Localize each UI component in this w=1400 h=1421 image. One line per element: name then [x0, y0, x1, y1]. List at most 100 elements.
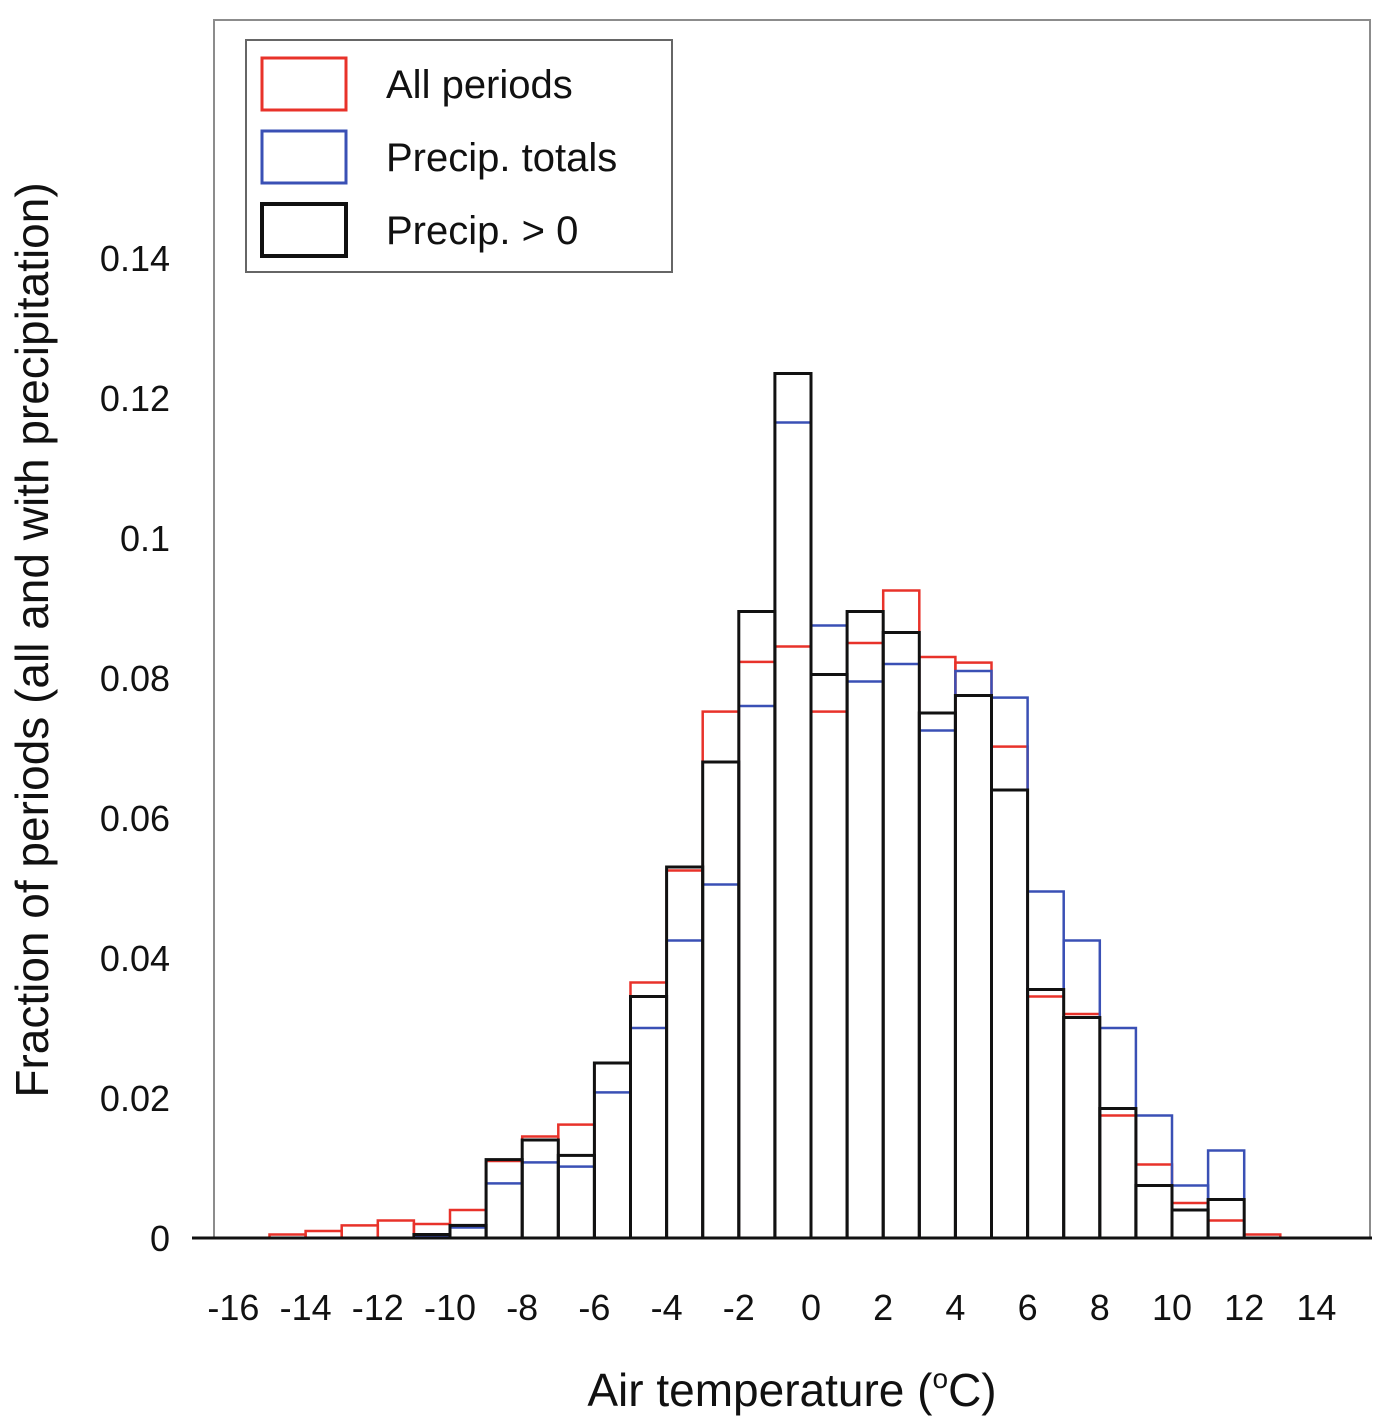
- legend-swatch: [260, 202, 348, 258]
- bar-2--2: [737, 704, 777, 1240]
- bar-2--10: [448, 1226, 488, 1240]
- bar-1-0: [809, 710, 849, 1240]
- x-tick-label: -10: [424, 1287, 476, 1328]
- series-precip-0: [412, 372, 1246, 1240]
- legend-label: All periods: [386, 63, 573, 107]
- bar-2-4: [954, 669, 993, 1240]
- y-tick-label: 0.08: [100, 658, 170, 699]
- bar-2-3: [918, 729, 957, 1240]
- bar-3--8: [520, 1138, 560, 1240]
- bar-2-6: [1026, 890, 1065, 1240]
- bar-2--1: [773, 421, 813, 1240]
- bar-2-0: [809, 624, 849, 1240]
- y-tick-label: 0.1: [120, 518, 170, 559]
- bar-3-4: [953, 694, 994, 1240]
- bar-2--5: [629, 1026, 668, 1240]
- bar-2-8: [1098, 1026, 1138, 1240]
- bar-2--3: [701, 883, 741, 1240]
- bar-1-10: [1170, 1201, 1210, 1240]
- bar-3-6: [1026, 988, 1066, 1240]
- bar-1--9: [484, 1159, 524, 1240]
- bar-3--6: [592, 1061, 633, 1240]
- bar-1--2: [737, 660, 777, 1240]
- y-tick-label: 0.06: [100, 798, 170, 839]
- x-tick-label: -16: [207, 1287, 259, 1328]
- bar-2--8: [520, 1161, 560, 1240]
- bar-1-4: [954, 661, 993, 1240]
- bar-1--6: [593, 1061, 632, 1240]
- bar-1--12: [376, 1219, 416, 1240]
- legend-label: Precip. > 0: [386, 209, 578, 253]
- bar-2-7: [1062, 939, 1102, 1240]
- x-tick-label: 2: [873, 1287, 893, 1328]
- x-tick-label: -12: [352, 1287, 404, 1328]
- bar-2-9: [1134, 1114, 1174, 1240]
- bar-1-7: [1062, 1012, 1102, 1240]
- bar-2--7: [557, 1165, 596, 1240]
- bar-1-9: [1134, 1163, 1174, 1240]
- y-tick-label: 0.14: [100, 238, 170, 279]
- bar-1--3: [701, 710, 741, 1240]
- y-tick-label: 0.04: [100, 938, 170, 979]
- bar-3-7: [1062, 1016, 1102, 1240]
- bar-3-5: [990, 788, 1030, 1240]
- bar-1-8: [1098, 1114, 1138, 1240]
- bar-1--13: [340, 1224, 380, 1240]
- x-axis-title: Air temperature (oC): [587, 1363, 996, 1416]
- bar-1-11: [1206, 1219, 1246, 1240]
- bar-1-1: [845, 641, 885, 1240]
- x-axis-title-unit: C): [948, 1364, 997, 1416]
- x-tick-label: 6: [1018, 1287, 1038, 1328]
- x-tick-label: -6: [578, 1287, 610, 1328]
- x-tick-label: -2: [723, 1287, 755, 1328]
- bar-2-1: [845, 680, 885, 1240]
- bar-2--9: [484, 1182, 524, 1240]
- legend-swatch: [260, 129, 348, 185]
- x-axis-title-degree: o: [933, 1363, 949, 1394]
- bar-3-0: [809, 673, 849, 1240]
- bar-2-5: [990, 696, 1029, 1240]
- x-tick-label: 8: [1090, 1287, 1110, 1328]
- x-tick-label: -4: [651, 1287, 683, 1328]
- bar-3--4: [665, 865, 705, 1240]
- x-tick-label: 10: [1152, 1287, 1192, 1328]
- bar-1--8: [520, 1135, 560, 1240]
- bar-2-2: [881, 662, 921, 1240]
- y-tick-label: 0.02: [100, 1078, 170, 1119]
- x-tick-label: -8: [506, 1287, 538, 1328]
- bar-1--4: [665, 869, 704, 1240]
- bar-3-11: [1206, 1198, 1246, 1240]
- bar-1--1: [773, 645, 813, 1240]
- legend-box: [245, 39, 673, 273]
- legend-swatch: [260, 56, 348, 112]
- bar-2-10: [1170, 1184, 1210, 1240]
- x-tick-label: -14: [280, 1287, 332, 1328]
- bar-1--5: [629, 981, 668, 1240]
- bar-3-9: [1134, 1184, 1174, 1240]
- x-tick-label: 12: [1224, 1287, 1264, 1328]
- bar-1-5: [990, 745, 1029, 1240]
- bar-1-3: [918, 655, 957, 1240]
- bar-3--9: [484, 1158, 524, 1240]
- bar-2-11: [1206, 1149, 1246, 1240]
- bar-3--3: [701, 760, 741, 1240]
- legend-label: Precip. totals: [386, 136, 617, 180]
- bar-2--4: [665, 939, 704, 1240]
- bar-3-8: [1098, 1107, 1138, 1240]
- y-tick-label: 0: [150, 1218, 170, 1259]
- bar-1-2: [881, 589, 921, 1240]
- y-axis-title: Fraction of periods (all and with precip…: [6, 182, 58, 1097]
- bar-3-3: [917, 711, 957, 1240]
- bar-3--1: [773, 372, 813, 1240]
- bar-2--6: [593, 1091, 632, 1240]
- bar-3-1: [845, 610, 885, 1240]
- legend: All periods Precip. totals Precip. > 0: [245, 39, 673, 273]
- x-tick-label: 4: [945, 1287, 965, 1328]
- x-axis-title-main: Air temperature (: [587, 1364, 933, 1416]
- x-tick-label: 0: [801, 1287, 821, 1328]
- bar-3--5: [629, 995, 669, 1240]
- bar-3-10: [1170, 1208, 1210, 1240]
- bar-1--7: [557, 1123, 596, 1240]
- y-tick-label: 0.12: [100, 378, 170, 419]
